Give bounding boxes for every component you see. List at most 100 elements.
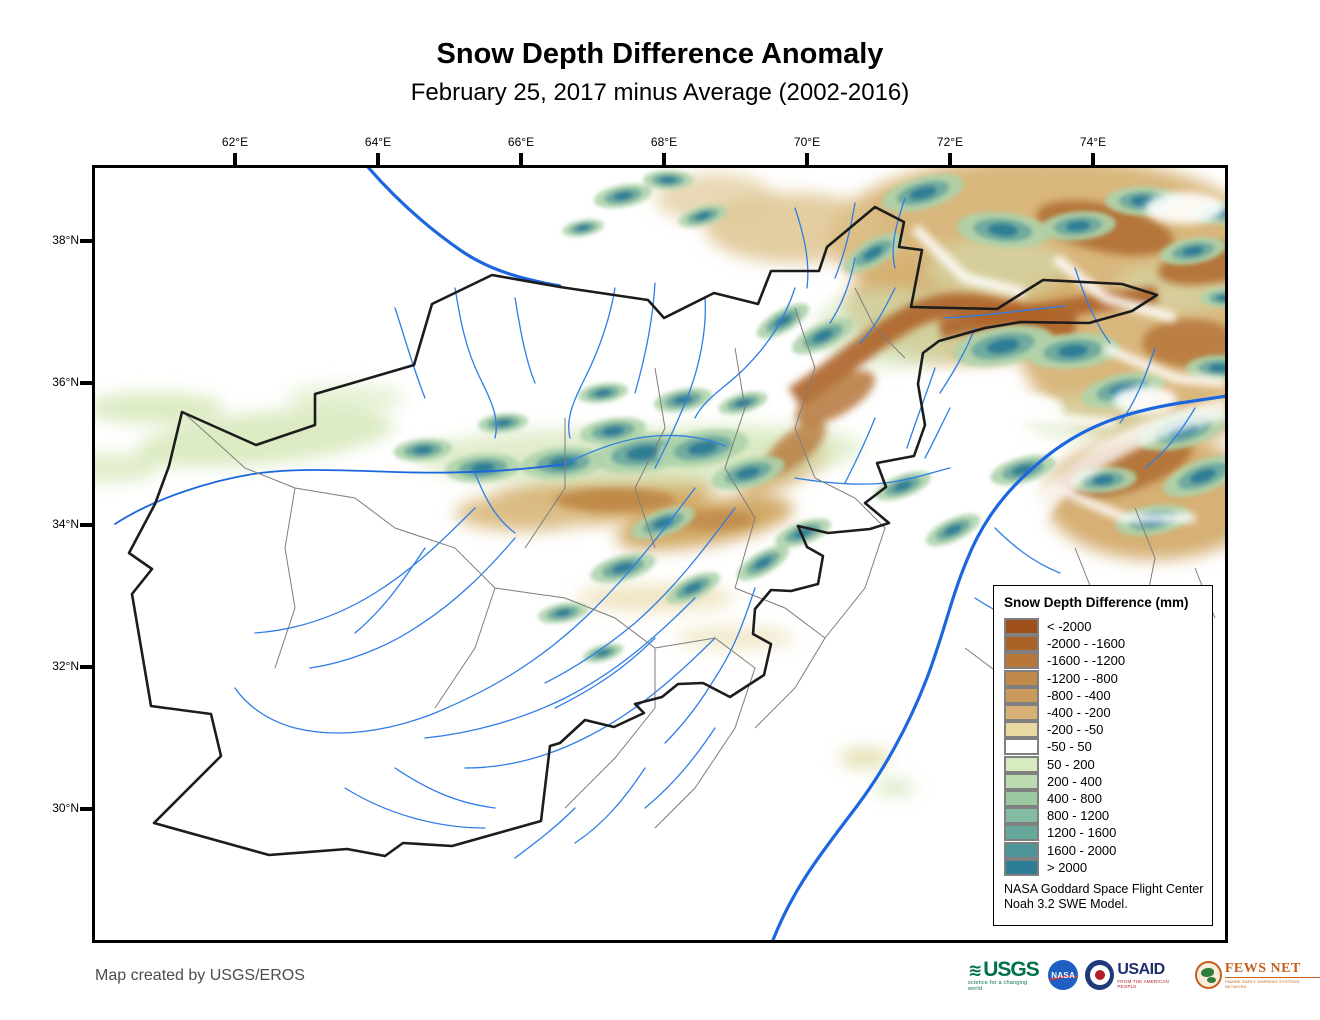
longitude-tick (805, 153, 809, 165)
longitude-tick-label: 62°E (221, 135, 249, 149)
legend-source: NASA Goddard Space Flight Center Noah 3.… (1004, 882, 1204, 913)
legend-swatch (1004, 858, 1039, 876)
legend-row: -200 - -50 (1004, 721, 1204, 739)
latitude-tick-label: 38°N (52, 233, 79, 247)
legend-label: > 2000 (1047, 859, 1088, 875)
usgs-wordmark: USGS (983, 958, 1040, 981)
usaid-wordmark: USAID (1117, 960, 1165, 978)
usgs-logo: ≋ USGS science for a changing world (968, 958, 1041, 992)
map-canvas (95, 168, 1225, 940)
longitude-tick-label: 74°E (1079, 135, 1107, 149)
legend-row: > 2000 (1004, 858, 1204, 876)
page-title: Snow Depth Difference Anomaly (436, 38, 884, 70)
map-credit: Map created by USGS/EROS (95, 967, 305, 984)
legend-swatch (1004, 772, 1039, 790)
legend-label: -1200 - -800 (1047, 670, 1118, 686)
legend-label: 1600 - 2000 (1047, 842, 1117, 858)
legend-row: 1600 - 2000 (1004, 841, 1204, 859)
map-frame: 62°E 64°E 66°E 68°E 70°E 72°E 74°E 38°N 36°N 34°N… (52, 135, 1228, 943)
latitude-tick (80, 807, 92, 811)
legend-swatch (1004, 669, 1039, 687)
legend-swatch (1004, 789, 1039, 807)
legend-source-line2: Noah 3.2 SWE Model. (1004, 897, 1128, 912)
latitude-tick (80, 523, 92, 527)
legend-label: -800 - -400 (1047, 687, 1111, 703)
legend-row: -2000 - -1600 (1004, 635, 1204, 653)
longitude-tick-label: 68°E (650, 135, 678, 149)
legend-items: < -2000 -2000 - -1600 -1600 - -1200 -1200 -… (1004, 618, 1204, 876)
legend-swatch (1004, 704, 1039, 722)
longitude-tick (376, 153, 380, 165)
legend-label: -50 - 50 (1047, 739, 1092, 755)
nasa-logo: NASA (1048, 960, 1079, 990)
latitude-tick-label: 34°N (52, 517, 79, 531)
legend-swatch (1004, 618, 1039, 636)
longitude-tick-label: 64°E (364, 135, 392, 149)
legend-row: -1200 - -800 (1004, 669, 1204, 687)
usaid-logo: USAID FROM THE AMERICAN PEOPLE (1085, 960, 1187, 990)
longitude-tick (519, 153, 523, 165)
legend-label: 800 - 1200 (1047, 808, 1110, 824)
legend-source-line1: NASA Goddard Space Flight Center (1004, 881, 1204, 896)
legend-title: Snow Depth Difference (mm) (1004, 595, 1189, 610)
legend-row: < -2000 (1004, 618, 1204, 636)
longitude-tick (662, 153, 666, 165)
legend-swatch (1004, 841, 1039, 859)
legend-row: -400 - -200 (1004, 704, 1204, 722)
latitude-tick (80, 665, 92, 669)
legend-label: 50 - 200 (1047, 756, 1095, 772)
usaid-tagline: FROM THE AMERICAN PEOPLE (1117, 978, 1169, 989)
legend-box: Snow Depth Difference (mm) < -2000 -2000 … (993, 585, 1213, 926)
usgs-tagline: science for a changing world (968, 980, 1028, 992)
longitude-tick-label: 66°E (507, 135, 535, 149)
legend-row: 400 - 800 (1004, 789, 1204, 807)
map-header: Snow Depth Difference Anomaly February 2… (92, 38, 1228, 107)
page-subtitle: February 25, 2017 minus Average (2002-20… (410, 79, 910, 106)
legend-label: -2000 - -1600 (1047, 636, 1126, 652)
legend-swatch (1004, 635, 1039, 653)
latitude-tick-label: 36°N (52, 375, 79, 389)
fewsnet-wordmark: FEWS NET (1224, 961, 1320, 978)
legend-row: -50 - 50 (1004, 738, 1204, 756)
legend-row: 800 - 1200 (1004, 807, 1204, 825)
logo-row: ≋ USGS science for a changing world NASA… (968, 951, 1320, 999)
legend-swatch (1004, 807, 1039, 825)
legend-label: -1600 - -1200 (1047, 653, 1126, 669)
fewsnet-logo: FEWS NET FAMINE EARLY WARNING SYSTEMS NE… (1194, 960, 1320, 990)
legend-label: 400 - 800 (1047, 790, 1102, 806)
legend-label: -400 - -200 (1047, 705, 1111, 721)
legend-label: < -2000 (1047, 619, 1092, 635)
legend-row: 50 - 200 (1004, 755, 1204, 773)
longitude-tick (1091, 153, 1095, 165)
legend-row: -800 - -400 (1004, 686, 1204, 704)
legend-label: 1200 - 1600 (1047, 825, 1117, 841)
legend-swatch (1004, 824, 1039, 842)
legend-swatch (1004, 738, 1039, 756)
legend-row: 1200 - 1600 (1004, 824, 1204, 842)
legend-swatch (1004, 652, 1039, 670)
fewsnet-globe-icon (1194, 960, 1222, 989)
legend-label: 200 - 400 (1047, 773, 1102, 789)
usaid-seal-icon (1085, 960, 1115, 990)
nasa-meatball-icon: NASA (1048, 960, 1079, 990)
latitude-tick (80, 381, 92, 385)
legend-swatch (1004, 721, 1039, 739)
legend-swatch (1004, 686, 1039, 704)
longitude-tick-label: 70°E (793, 135, 821, 149)
legend-swatch (1004, 755, 1039, 773)
major-rivers (114, 168, 1225, 940)
legend-row: 200 - 400 (1004, 772, 1204, 790)
longitude-tick (948, 153, 952, 165)
usgs-wave-icon: ≋ (968, 960, 983, 980)
legend-row: -1600 - -1200 (1004, 652, 1204, 670)
latitude-tick-label: 30°N (52, 801, 79, 815)
fewsnet-tagline: FAMINE EARLY WARNING SYSTEMS NETWORK (1224, 979, 1300, 990)
longitude-tick-label: 72°E (936, 135, 964, 149)
streams (234, 197, 1196, 859)
longitude-tick (233, 153, 237, 165)
latitude-tick (80, 239, 92, 243)
country-border (127, 205, 1159, 858)
latitude-tick-label: 32°N (52, 659, 79, 673)
legend-label: -200 - -50 (1047, 722, 1104, 738)
